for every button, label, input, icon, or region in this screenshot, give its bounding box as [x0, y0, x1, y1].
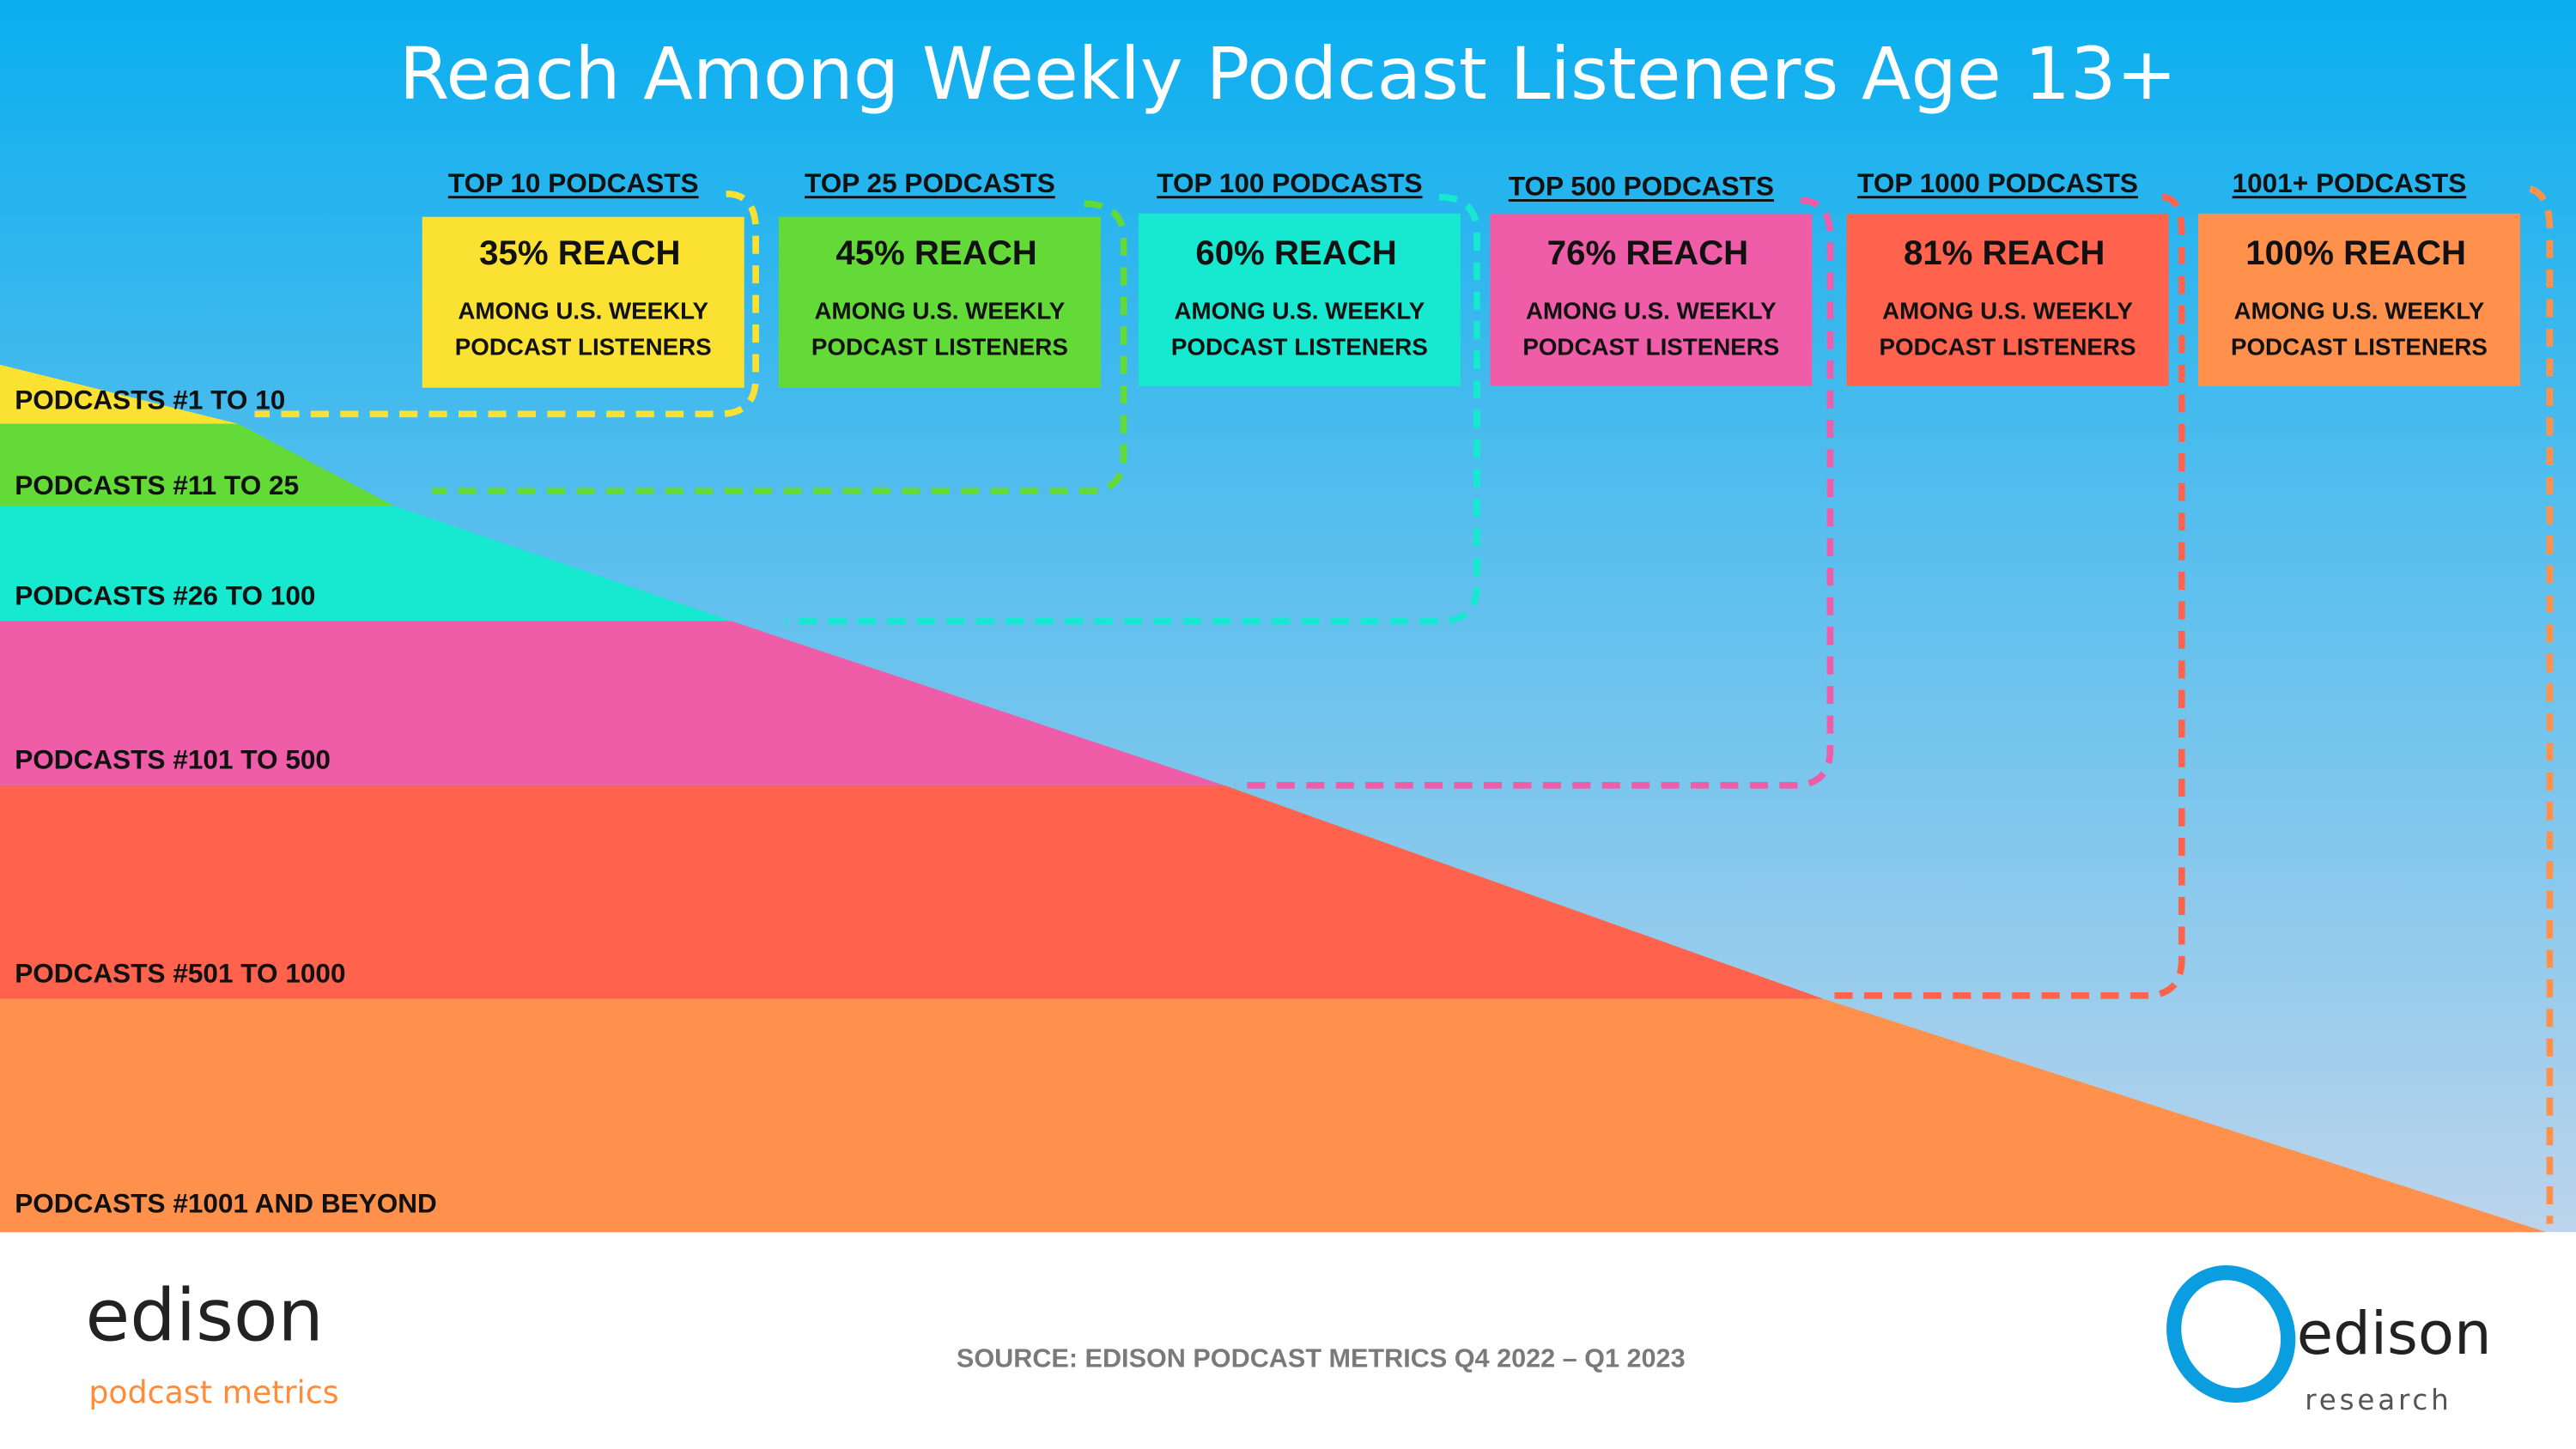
reach-subtitle-line1: AMONG U.S. WEEKLY [458, 297, 708, 324]
reach-box [2197, 213, 2520, 386]
connector-6 [2529, 185, 2554, 1224]
tier-header: 1001+ PODCASTS [2233, 167, 2467, 198]
reach-box [778, 216, 1101, 388]
tier-header: TOP 10 PODCASTS [448, 167, 699, 198]
band-label: PODCASTS #26 TO 100 [15, 579, 315, 610]
reach-card: TOP 1000 PODCASTS 81% REACH AMONG U.S. WEE… [1846, 167, 2169, 386]
tier-header: TOP 100 PODCASTS [1157, 167, 1422, 198]
reach-subtitle-line2: PODCAST LISTENERS [2231, 333, 2488, 360]
footer [0, 1232, 2576, 1449]
reach-box [422, 216, 744, 388]
reach-subtitle-line1: AMONG U.S. WEEKLY [815, 297, 1066, 324]
reach-subtitle-line2: PODCAST LISTENERS [1171, 333, 1428, 360]
band-label: PODCASTS #501 TO 1000 [15, 957, 345, 988]
edison-research-swoosh-icon [2166, 1265, 2296, 1404]
reach-subtitle-line1: AMONG U.S. WEEKLY [1175, 297, 1425, 324]
band-label: PODCASTS #1 TO 10 [15, 385, 285, 415]
logo-right-name: edison [2297, 1300, 2492, 1368]
logo-left-name: edison [85, 1274, 323, 1358]
reach-value: 60% REACH [1195, 233, 1396, 272]
reach-subtitle-line2: PODCAST LISTENERS [811, 333, 1068, 360]
reach-subtitle-line1: AMONG U.S. WEEKLY [1526, 297, 1777, 324]
reach-value: 45% REACH [835, 233, 1036, 272]
reach-card: TOP 25 PODCASTS 45% REACH AMONG U.S. WEEKL… [778, 167, 1101, 388]
source-note: SOURCE: EDISON PODCAST METRICS Q4 2022 –… [957, 1343, 1686, 1373]
band-label: PODCASTS #11 TO 25 [15, 470, 299, 500]
connector-3 [785, 193, 1480, 625]
reach-box [1138, 213, 1461, 386]
band-label: PODCASTS #1001 AND BEYOND [15, 1187, 437, 1218]
reach-value: 100% REACH [2245, 233, 2466, 272]
reach-value: 35% REACH [479, 233, 680, 272]
reach-subtitle-line2: PODCAST LISTENERS [1522, 333, 1779, 360]
band-4 [0, 621, 1224, 785]
reach-box [1846, 213, 2169, 386]
band-3 [0, 506, 732, 621]
reach-subtitle-line1: AMONG U.S. WEEKLY [2234, 297, 2485, 324]
edison-podcast-metrics-logo: edison podcast metrics [85, 1274, 338, 1411]
reach-value: 76% REACH [1547, 233, 1748, 272]
reach-subtitle-line2: PODCAST LISTENERS [455, 333, 712, 360]
band-label: PODCASTS #101 TO 500 [15, 744, 331, 775]
logo-right-tagline: research [2305, 1384, 2451, 1416]
reach-value: 81% REACH [1904, 233, 2105, 272]
edison-research-logo: edison research [2166, 1265, 2492, 1416]
band-6 [0, 998, 2547, 1233]
band-1 [0, 364, 239, 424]
chart-title: Reach Among Weekly Podcast Listeners Age… [399, 32, 2177, 116]
reach-card: TOP 10 PODCASTS 35% REACH AMONG U.S. WEEKL… [422, 167, 744, 388]
tier-header: TOP 500 PODCASTS [1509, 171, 1774, 202]
connector-4 [1235, 197, 1834, 789]
reach-card: TOP 500 PODCASTS 76% REACH AMONG U.S. WEEK… [1490, 171, 1813, 386]
reach-card: 1001+ PODCASTS 100% REACH AMONG U.S. WEEKL… [2197, 167, 2520, 386]
connector-5 [1832, 193, 2185, 999]
logo-left-tagline: podcast metrics [88, 1373, 338, 1410]
band-5 [0, 785, 1824, 999]
connector-1 [254, 191, 759, 418]
reach-card: TOP 100 PODCASTS 60% REACH AMONG U.S. WEEK… [1138, 167, 1461, 386]
reach-subtitle-line2: PODCAST LISTENERS [1880, 333, 2136, 360]
band-2 [0, 423, 395, 506]
tier-header: TOP 25 PODCASTS [805, 167, 1055, 198]
reach-box [1490, 213, 1813, 386]
connector-2 [432, 200, 1127, 495]
tier-header: TOP 1000 PODCASTS [1857, 167, 2138, 198]
reach-subtitle-line1: AMONG U.S. WEEKLY [1882, 297, 2133, 324]
